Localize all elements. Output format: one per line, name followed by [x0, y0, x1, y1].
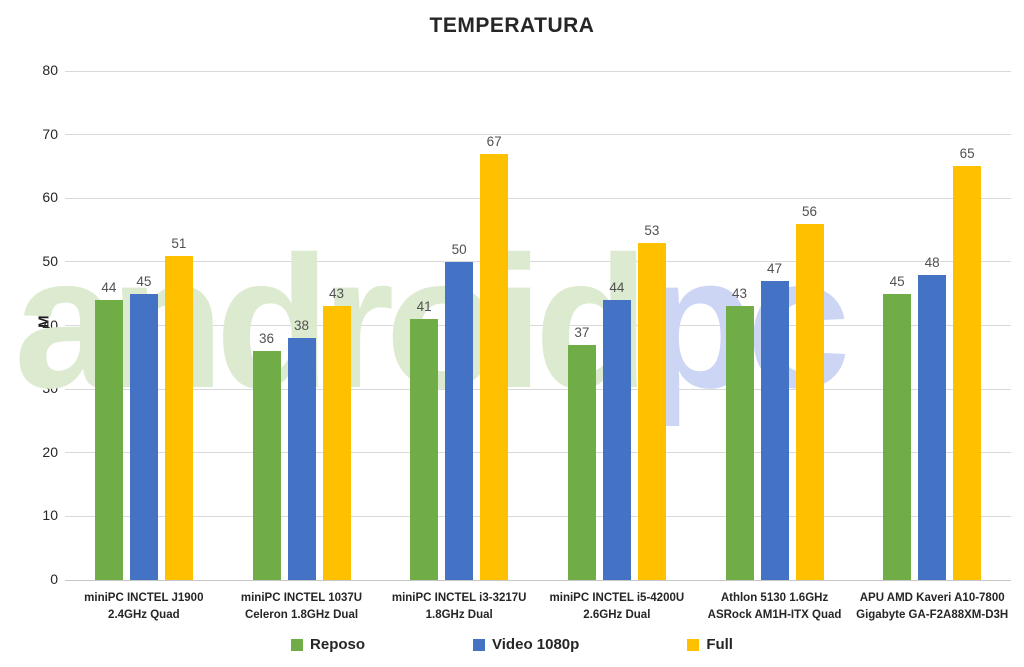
bar-video-1080p-group6	[918, 274, 947, 580]
legend-swatch-icon	[687, 638, 700, 651]
legend-swatch-icon	[473, 638, 486, 651]
y-tick-label-20: 20	[42, 443, 58, 460]
plot-area: 44 45 51 36 38 43 41 50 67 37 44 53 43 47 56 45 48 65	[65, 70, 1011, 581]
x-category-label-line: 2.6GHz Dual	[583, 608, 651, 621]
x-axis-labels: miniPC INCTEL J1900 2.4GHz Quad miniPC INC…	[65, 590, 1011, 623]
legend-item-reposo: Reposo	[291, 636, 365, 653]
y-tick-label-50: 50	[42, 252, 58, 269]
bar-value-label: 56	[801, 203, 818, 219]
x-category-label-2: miniPC INCTEL 1037U Celeron 1.8GHz Dual	[223, 590, 381, 623]
bar-value-label: 43	[731, 286, 748, 302]
y-tick-label-80: 80	[42, 62, 58, 78]
bar-value-label: 44	[101, 280, 117, 296]
legend-item-video-1080p: Video 1080p	[473, 636, 579, 653]
bar-value-label: 44	[609, 280, 625, 296]
bar-value-label: 47	[766, 260, 783, 276]
bar-full-group6	[953, 166, 982, 580]
y-tick-label-40: 40	[42, 316, 58, 333]
bar-value-label: 38	[293, 318, 310, 334]
x-category-label-line: Athlon 5130 1.6GHz	[720, 592, 829, 604]
legend-label: Video 1080p	[492, 636, 580, 653]
x-category-label-line: miniPC INCTEL J1900	[84, 592, 204, 604]
x-category-label-line: Celeron 1.8GHz Dual	[244, 608, 359, 621]
bar-full-group5	[795, 223, 824, 580]
y-tick-label-30: 30	[42, 380, 58, 397]
bar-video-1080p-group4	[602, 300, 631, 580]
gridline-60	[65, 197, 1011, 199]
x-category-label-line: 2.4GHz Quad	[108, 608, 180, 621]
gridline-70	[65, 134, 1011, 136]
bar-reposo-group6	[883, 293, 912, 580]
chart-title: TEMPERATURA	[429, 14, 595, 37]
bar-reposo-group5	[725, 306, 754, 580]
bar-value-label: 51	[171, 235, 187, 251]
bar-reposo-group4	[567, 344, 596, 580]
bar-video-1080p-group5	[760, 280, 789, 580]
x-category-label-line: APU AMD Kaveri A10-7800	[859, 592, 1005, 604]
legend: Reposo Video 1080p Full	[0, 636, 1024, 653]
x-category-label-6: APU AMD Kaveri A10-7800 Gigabyte GA-F2A88…	[853, 590, 1011, 623]
x-category-label-line: 1.8GHz Dual	[425, 608, 493, 621]
x-category-label-3: miniPC INCTEL i3-3217U 1.8GHz Dual	[380, 590, 538, 623]
legend-swatch-icon	[291, 638, 304, 651]
x-category-label-4: miniPC INCTEL i5-4200U 2.6GHz Dual	[538, 590, 696, 623]
bar-full-group4	[637, 242, 666, 580]
bar-value-label: 53	[644, 222, 660, 238]
x-category-label-5: Athlon 5130 1.6GHz ASRock AM1H-ITX Quad	[696, 590, 854, 623]
bar-value-label: 43	[328, 286, 345, 302]
bar-video-1080p-group3	[445, 261, 474, 580]
x-category-label-line: miniPC INCTEL i5-4200U	[549, 592, 685, 604]
gridline-50	[65, 261, 1011, 263]
y-tick-label-0: 0	[50, 571, 58, 587]
gridline-0	[65, 579, 1011, 581]
legend-item-full: Full	[687, 636, 733, 653]
gridline-40	[65, 325, 1011, 326]
gridline-80	[65, 70, 1011, 72]
bar-reposo-group3	[410, 319, 439, 580]
bar-value-label: 41	[416, 299, 432, 315]
x-category-label-line: Gigabyte GA-F2A88XM-D3H	[856, 608, 1009, 621]
bar-value-label: 48	[924, 254, 940, 270]
bar-reposo-group2	[252, 350, 281, 580]
x-category-label-line: ASRock AM1H-ITX Quad	[707, 608, 842, 621]
x-category-label-line: miniPC INCTEL i3-3217U	[391, 592, 527, 604]
legend-label: Reposo	[310, 636, 366, 653]
gridline-30	[65, 388, 1011, 390]
x-category-label-line: miniPC INCTEL 1037U	[240, 592, 363, 604]
bar-reposo-group1	[94, 300, 123, 580]
bar-value-label: 67	[486, 133, 502, 149]
y-tick-label-10: 10	[42, 507, 58, 524]
bar-full-group2	[322, 306, 351, 580]
y-tick-label-60: 60	[42, 189, 58, 206]
bar-value-label: 36	[258, 330, 275, 346]
gridline-20	[65, 452, 1011, 454]
bar-video-1080p-group2	[287, 338, 316, 580]
bar-video-1080p-group1	[129, 293, 158, 580]
bar-value-label: 50	[451, 241, 467, 257]
y-tick-label-70: 70	[42, 125, 58, 142]
bar-value-label: 45	[889, 273, 905, 289]
bar-value-label: 37	[574, 324, 590, 340]
bar-full-group1	[164, 255, 193, 580]
legend-label: Full	[706, 636, 733, 653]
gridline-10	[65, 515, 1011, 517]
bar-value-label: 45	[136, 273, 152, 289]
bar-full-group3	[480, 153, 509, 580]
bar-value-label: 65	[959, 146, 975, 162]
x-category-label-1: miniPC INCTEL J1900 2.4GHz Quad	[65, 590, 223, 623]
